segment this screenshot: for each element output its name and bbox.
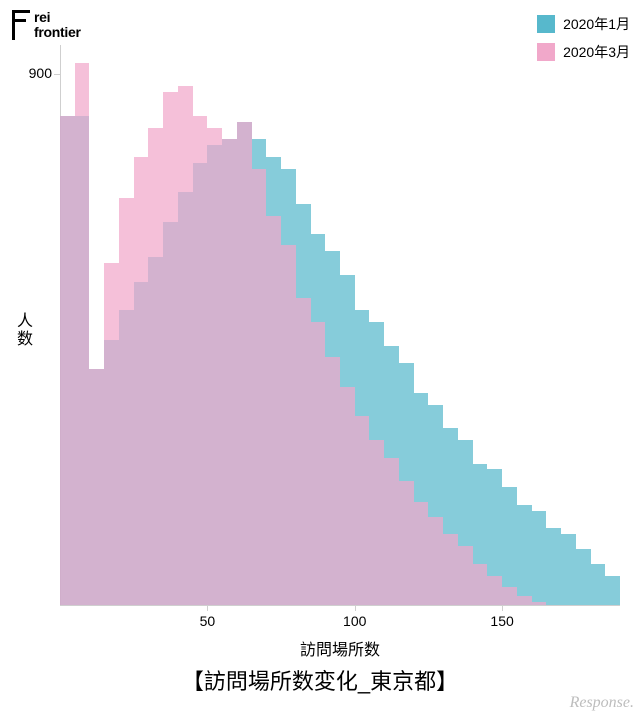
logo-line1: rei — [34, 10, 81, 25]
histogram-bar — [414, 502, 429, 605]
histogram-bar — [252, 169, 267, 605]
histogram-bar — [532, 511, 547, 605]
histogram-bar — [458, 546, 473, 605]
y-tick — [54, 74, 60, 75]
histogram-bar — [134, 157, 149, 605]
histogram-bar — [546, 528, 561, 605]
histogram-bar — [266, 216, 281, 605]
histogram-bar — [605, 576, 620, 605]
histogram-bar — [163, 92, 178, 605]
legend-swatch — [537, 15, 555, 33]
histogram-bar — [473, 564, 488, 605]
histogram-bar — [75, 63, 90, 605]
histogram-bar — [576, 549, 591, 605]
histogram-bar — [591, 564, 606, 605]
histogram-bar — [281, 245, 296, 605]
y-axis-label: 人数 — [10, 312, 34, 348]
logo-mark-icon — [12, 10, 30, 40]
plot-area — [60, 45, 620, 605]
histogram-bar — [369, 440, 384, 605]
histogram-bar — [517, 596, 532, 605]
histogram-bar — [384, 458, 399, 605]
x-axis-line — [60, 605, 620, 606]
x-tick-label: 100 — [343, 613, 366, 629]
histogram-bar — [532, 602, 547, 605]
watermark: Response. — [570, 694, 634, 712]
histogram-bar — [428, 517, 443, 605]
histogram-bar — [237, 122, 252, 605]
x-tick — [502, 605, 503, 611]
histogram-bar — [487, 576, 502, 605]
x-axis-label: 訪問場所数 — [60, 636, 620, 660]
logo: rei frontier — [12, 10, 81, 40]
histogram-bars — [60, 45, 620, 605]
histogram-bar — [104, 263, 119, 605]
legend-item: 2020年1月 — [537, 14, 630, 34]
histogram-bar — [561, 534, 576, 605]
logo-line2: frontier — [34, 25, 81, 40]
histogram-bar — [517, 505, 532, 605]
x-tick-label: 150 — [490, 613, 513, 629]
histogram-bar — [222, 139, 237, 605]
legend-label: 2020年1月 — [563, 14, 630, 34]
x-tick — [355, 605, 356, 611]
histogram-bar — [325, 357, 340, 605]
histogram-bar — [296, 298, 311, 605]
histogram-bar — [502, 587, 517, 605]
histogram-bar — [399, 481, 414, 605]
histogram-bar — [148, 128, 163, 605]
chart-title: 【訪問場所数変化_東京都】 — [0, 664, 640, 696]
y-tick-label: 900 — [12, 65, 52, 81]
histogram-bar — [311, 322, 326, 605]
x-tick-label: 50 — [200, 613, 216, 629]
histogram-bar — [207, 128, 222, 605]
histogram-bar — [60, 116, 75, 605]
histogram-bar — [193, 116, 208, 605]
x-tick — [207, 605, 208, 611]
histogram-bar — [355, 416, 370, 605]
histogram-bar — [178, 86, 193, 605]
histogram-bar — [89, 369, 104, 605]
histogram-bar — [119, 198, 134, 605]
watermark-text: Response. — [570, 694, 634, 711]
histogram-bar — [443, 534, 458, 605]
histogram-bar — [340, 387, 355, 605]
logo-text: rei frontier — [34, 10, 81, 39]
